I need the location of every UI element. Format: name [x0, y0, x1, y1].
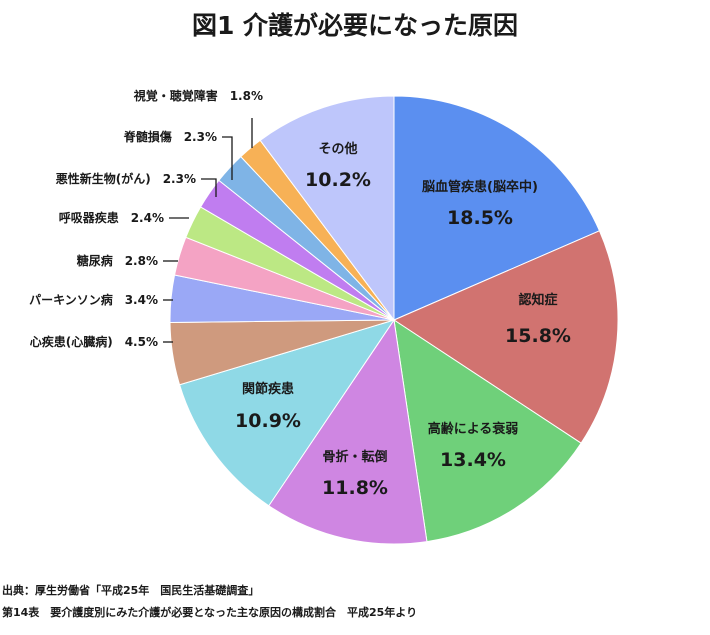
slice-5 [178, 319, 396, 507]
slice-4-value: 11.8% [322, 477, 388, 499]
slice-1-label: 脳血管疾患(脳卒中) [422, 179, 538, 195]
slice-3-value: 13.4% [440, 449, 506, 471]
slice-8-label: 糖尿病 2.8% [77, 253, 158, 268]
slice-2 [392, 230, 619, 444]
slice-13-label: その他 [318, 141, 357, 157]
slice-9-label: 呼吸器疾患 2.4% [59, 210, 164, 225]
pie-chart: 脳血管疾患(脳卒中) 18.5% 認知症 15.8% 高齢による衰弱 13.4% 骨折・転倒… [29, 88, 619, 545]
chart-title: 図1 介護が必要になった原因 [191, 11, 519, 40]
slice-3 [393, 318, 582, 543]
slice-11-label: 脊髄損傷 2.3% [123, 129, 217, 144]
slice-10-leader-line [201, 178, 217, 197]
slice-3-label: 高齢による衰弱 [428, 421, 519, 437]
source-table-note: 第14表 要介護度別にみた介護が必要となった主な原因の構成割合 平成25年より [2, 606, 418, 619]
slice-5-label: 関節疾患 [242, 381, 294, 397]
slice-2-value: 15.8% [505, 325, 571, 347]
slice-labels: 脳血管疾患(脳卒中) 18.5% 認知症 15.8% 高齢による衰弱 13.4% 骨折・転倒… [29, 88, 571, 499]
leader-lines [163, 118, 253, 343]
slice-10-label: 悪性新生物(がん) 2.3% [56, 171, 196, 186]
slice-2-label: 認知症 [518, 292, 557, 308]
slice-11-leader-line [222, 136, 233, 180]
slice-1-value: 18.5% [447, 207, 513, 229]
slice-13-value: 10.2% [305, 169, 371, 191]
slice-1 [393, 95, 601, 321]
slice-4-label: 骨折・転倒 [322, 449, 387, 465]
slice-13 [259, 95, 395, 322]
slice-5-value: 10.9% [235, 410, 301, 432]
slice-4 [268, 318, 428, 545]
slice-12-label: 視覚・聴覚障害 1.8% [133, 88, 263, 103]
pie-slices [169, 95, 619, 545]
source-citation: 出典：厚生労働省「平成25年 国民生活基礎調査」 [2, 584, 260, 597]
slice-7-label: パーキンソン病 3.4% [29, 292, 158, 307]
slice-6-label: 心疾患(心臓病) 4.5% [30, 334, 158, 349]
